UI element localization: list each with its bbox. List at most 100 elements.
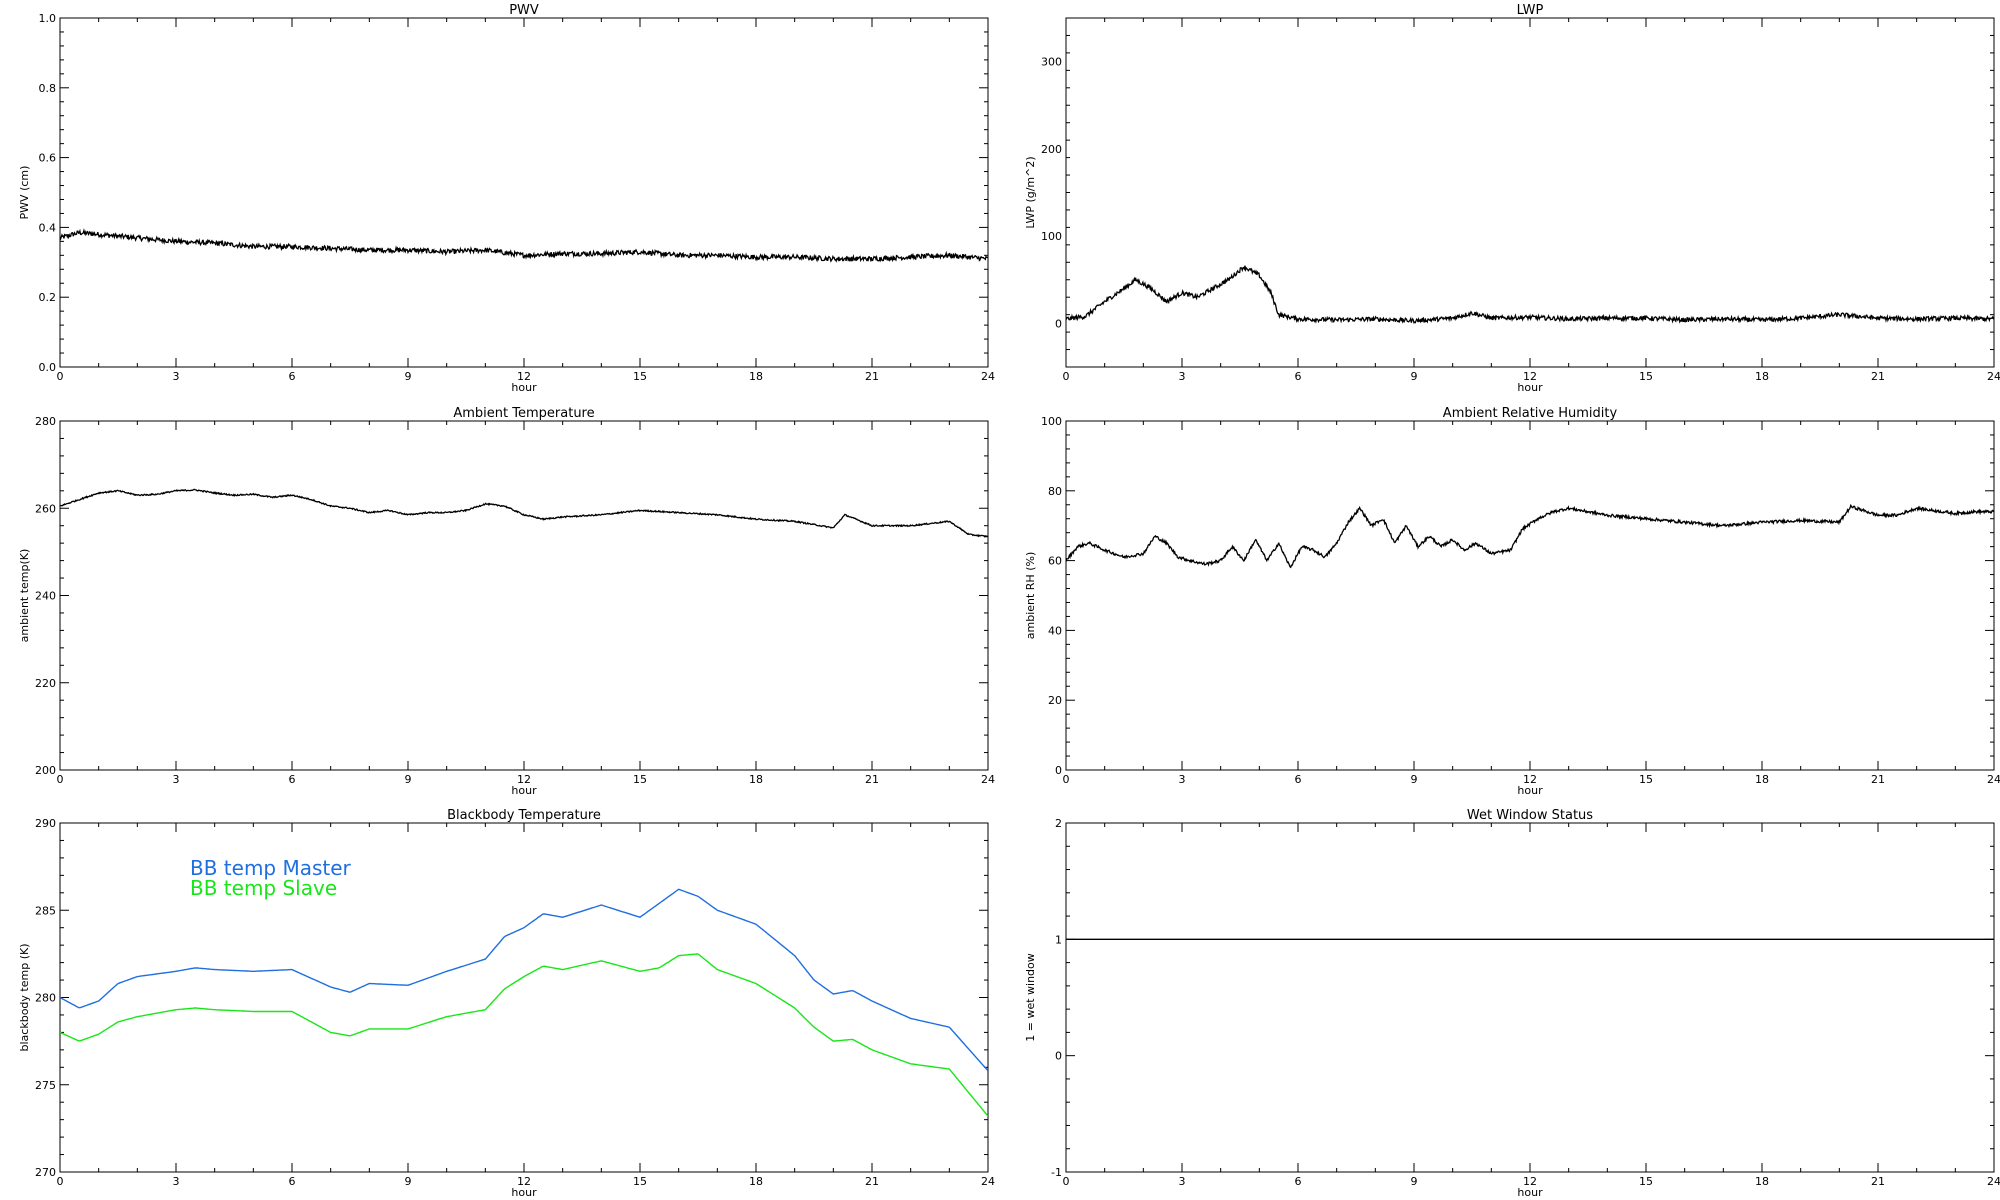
x-tick-label: 18 <box>749 370 763 383</box>
y-axis-label: blackbody temp (K) <box>18 944 31 1052</box>
x-tick-label: 6 <box>289 1175 296 1188</box>
plot-frame <box>1065 420 1995 771</box>
x-axis-label: hour <box>1517 1186 1543 1199</box>
chart-panel-3: Ambient Relative Humidity 0 3 6 9 12 15 18 21 24 0… <box>1024 406 2000 797</box>
x-tick-label: 21 <box>865 1175 879 1188</box>
chart-title: Wet Window Status <box>1467 808 1593 823</box>
chart-panel-2: Ambient Temperature 0 3 6 9 12 15 18 21 24 200 220 2… <box>18 406 995 797</box>
y-tick-label: 260 <box>35 502 56 515</box>
series-line-1 <box>60 953 988 1117</box>
x-tick-label: 15 <box>1639 370 1653 383</box>
y-tick-label: 0 <box>1055 317 1062 330</box>
y-tick-label: 220 <box>35 677 56 690</box>
x-tick-label: 24 <box>1987 773 2000 786</box>
y-tick-label: 0.4 <box>39 221 57 234</box>
y-tick-label: 275 <box>35 1079 56 1092</box>
chart-title: Blackbody Temperature <box>447 808 601 823</box>
x-tick-label: 9 <box>1411 773 1418 786</box>
x-tick-label: 15 <box>633 773 647 786</box>
y-tick-label: 2 <box>1055 817 1062 830</box>
x-tick-label: 15 <box>633 1175 647 1188</box>
x-tick-label: 0 <box>57 1175 64 1188</box>
x-tick-label: 15 <box>633 370 647 383</box>
x-tick-label: 24 <box>981 1175 995 1188</box>
x-tick-label: 12 <box>517 1175 531 1188</box>
x-tick-label: 0 <box>1063 370 1070 383</box>
x-axis-label: hour <box>511 1186 537 1199</box>
x-tick-label: 24 <box>1987 1175 2000 1188</box>
series-line-0 <box>60 888 988 1072</box>
y-tick-label: 100 <box>1041 415 1062 428</box>
y-tick-label: -1 <box>1051 1166 1062 1179</box>
y-tick-label: 1.0 <box>39 12 57 25</box>
y-tick-label: 0 <box>1055 1050 1062 1063</box>
x-tick-label: 9 <box>1411 1175 1418 1188</box>
y-tick-label: 290 <box>35 817 56 830</box>
x-tick-label: 18 <box>1755 370 1769 383</box>
chart-panel-4: Blackbody Temperature 0 3 6 9 12 15 18 21 24 270 27… <box>18 808 995 1199</box>
x-tick-label: 21 <box>865 773 879 786</box>
x-tick-label: 0 <box>1063 773 1070 786</box>
y-tick-label: 80 <box>1048 485 1062 498</box>
series-line-0 <box>1066 503 1994 569</box>
y-axis-label: 1 = wet window <box>1024 953 1037 1042</box>
x-tick-label: 9 <box>405 773 412 786</box>
y-axis-label: LWP (g/m^2) <box>1024 156 1037 228</box>
x-tick-label: 6 <box>1295 773 1302 786</box>
x-tick-label: 21 <box>1871 370 1885 383</box>
x-tick-label: 24 <box>981 370 995 383</box>
chart-title: PWV <box>509 3 539 18</box>
y-tick-label: 270 <box>35 1166 56 1179</box>
x-tick-label: 12 <box>1523 370 1537 383</box>
plot-frame <box>1065 822 1995 1173</box>
chart-title: LWP <box>1517 3 1544 18</box>
x-tick-label: 21 <box>1871 773 1885 786</box>
x-tick-label: 0 <box>1063 1175 1070 1188</box>
y-tick-label: 200 <box>1041 143 1062 156</box>
y-axis-label: ambient temp(K) <box>18 549 31 643</box>
series-line-0 <box>60 488 988 538</box>
x-tick-label: 9 <box>1411 370 1418 383</box>
x-tick-label: 18 <box>1755 1175 1769 1188</box>
x-tick-label: 3 <box>1179 370 1186 383</box>
y-tick-label: 280 <box>35 415 56 428</box>
x-axis-label: hour <box>511 381 537 394</box>
y-tick-label: 280 <box>35 992 56 1005</box>
x-tick-label: 18 <box>1755 773 1769 786</box>
x-tick-label: 6 <box>289 773 296 786</box>
legend-entry: BB temp Slave <box>190 876 337 900</box>
x-tick-label: 21 <box>1871 1175 1885 1188</box>
x-tick-label: 6 <box>1295 1175 1302 1188</box>
series-line-0 <box>60 228 988 263</box>
x-tick-label: 24 <box>981 773 995 786</box>
series-line-0 <box>1066 265 1994 325</box>
legend-entry: BB temp Master <box>190 856 352 880</box>
x-tick-label: 6 <box>1295 370 1302 383</box>
x-tick-label: 3 <box>173 1175 180 1188</box>
y-tick-label: 0.0 <box>39 361 57 374</box>
x-tick-label: 6 <box>289 370 296 383</box>
x-tick-label: 12 <box>517 370 531 383</box>
plot-frame <box>59 17 989 368</box>
x-tick-label: 3 <box>1179 773 1186 786</box>
y-tick-label: 0.6 <box>39 152 57 165</box>
x-tick-label: 12 <box>517 773 531 786</box>
x-tick-label: 12 <box>1523 1175 1537 1188</box>
x-tick-label: 15 <box>1639 1175 1653 1188</box>
chart-title: Ambient Relative Humidity <box>1443 406 1618 421</box>
x-tick-label: 24 <box>1987 370 2000 383</box>
x-tick-label: 3 <box>1179 1175 1186 1188</box>
x-tick-label: 3 <box>173 773 180 786</box>
x-tick-label: 3 <box>173 370 180 383</box>
y-axis-label: ambient RH (%) <box>1024 552 1037 640</box>
y-tick-label: 285 <box>35 904 56 917</box>
y-tick-label: 1 <box>1055 933 1062 946</box>
y-tick-label: 40 <box>1048 624 1062 637</box>
x-tick-label: 0 <box>57 370 64 383</box>
y-axis-label: PWV (cm) <box>18 166 31 220</box>
x-tick-label: 9 <box>405 370 412 383</box>
chart-panel-0: PWV 0 3 6 9 12 15 18 21 24 0.0 0.2 0.4 0.6 0.8 1.0 hour P… <box>18 3 995 394</box>
x-tick-label: 0 <box>57 773 64 786</box>
y-tick-label: 0.8 <box>39 82 57 95</box>
